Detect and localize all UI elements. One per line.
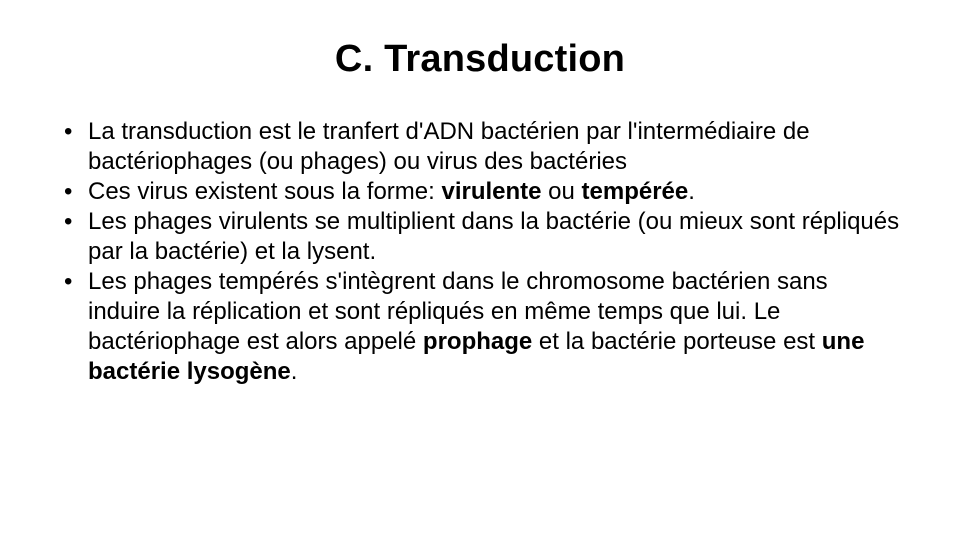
bullet-text-segment: et la bactérie porteuse est [532,328,822,355]
bullet-item: Ces virus existent sous la forme: virule… [60,177,900,207]
bullet-item: La transduction est le tranfert d'ADN ba… [60,117,900,177]
bullet-text-segment: prophage [423,328,532,355]
bullet-text-segment: La transduction est le tranfert d'ADN ba… [88,118,810,175]
bullet-list: La transduction est le tranfert d'ADN ba… [60,117,900,387]
bullet-text-segment: Ces virus existent sous la forme: [88,178,441,205]
slide: C. Transduction La transduction est le t… [0,0,960,540]
bullet-text-segment: . [688,178,695,205]
bullet-text-segment: virulente [441,178,541,205]
bullet-text-segment: . [291,358,298,385]
bullet-text-segment: tempérée [582,178,689,205]
bullet-item: Les phages tempérés s'intègrent dans le … [60,267,900,387]
slide-title: C. Transduction [60,38,900,81]
bullet-text-segment: Les phages virulents se multiplient dans… [88,208,899,265]
bullet-item: Les phages virulents se multiplient dans… [60,207,900,267]
bullet-text-segment: ou [542,178,582,205]
